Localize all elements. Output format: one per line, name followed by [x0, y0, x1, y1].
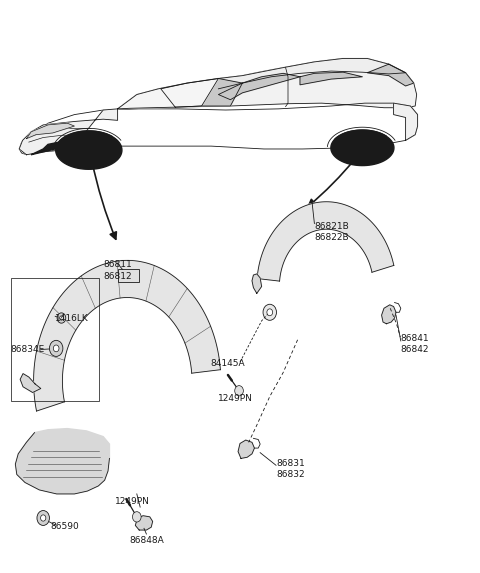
- Polygon shape: [300, 72, 362, 85]
- Polygon shape: [367, 64, 414, 86]
- Polygon shape: [382, 305, 396, 324]
- Text: 1249PN: 1249PN: [115, 497, 149, 506]
- Circle shape: [57, 313, 66, 323]
- Circle shape: [49, 340, 63, 356]
- Polygon shape: [19, 103, 418, 155]
- Polygon shape: [26, 123, 74, 139]
- Polygon shape: [118, 79, 218, 109]
- Polygon shape: [257, 202, 394, 281]
- Polygon shape: [31, 138, 74, 155]
- Polygon shape: [218, 58, 406, 89]
- Text: 86811
86812: 86811 86812: [103, 260, 132, 281]
- Text: 86834E: 86834E: [11, 345, 45, 354]
- Polygon shape: [252, 274, 262, 293]
- Polygon shape: [394, 103, 418, 140]
- Circle shape: [235, 386, 243, 396]
- Text: 86590: 86590: [50, 521, 79, 531]
- Bar: [11, 278, 99, 401]
- Text: 86831
86832: 86831 86832: [276, 458, 305, 479]
- Circle shape: [132, 512, 141, 522]
- Polygon shape: [15, 429, 109, 494]
- Polygon shape: [20, 374, 41, 393]
- Bar: [118, 269, 139, 282]
- Polygon shape: [118, 58, 417, 109]
- Circle shape: [37, 511, 49, 525]
- Circle shape: [41, 515, 46, 521]
- Polygon shape: [331, 130, 394, 166]
- Circle shape: [267, 309, 273, 316]
- Text: 1249PN: 1249PN: [218, 394, 252, 403]
- Polygon shape: [135, 516, 153, 530]
- Text: 84145A: 84145A: [211, 359, 245, 368]
- Circle shape: [60, 316, 63, 320]
- Circle shape: [263, 304, 276, 320]
- Text: 86841
86842: 86841 86842: [401, 333, 430, 354]
- Polygon shape: [56, 131, 122, 169]
- Polygon shape: [218, 73, 300, 100]
- Circle shape: [53, 345, 59, 352]
- Polygon shape: [34, 260, 220, 411]
- Polygon shape: [58, 131, 112, 146]
- Text: 86848A: 86848A: [129, 536, 164, 545]
- Text: 1416LK: 1416LK: [55, 313, 89, 323]
- Polygon shape: [238, 440, 254, 458]
- Polygon shape: [19, 109, 118, 155]
- Polygon shape: [334, 130, 387, 143]
- Polygon shape: [161, 79, 242, 107]
- Text: 86821B
86822B: 86821B 86822B: [314, 222, 349, 242]
